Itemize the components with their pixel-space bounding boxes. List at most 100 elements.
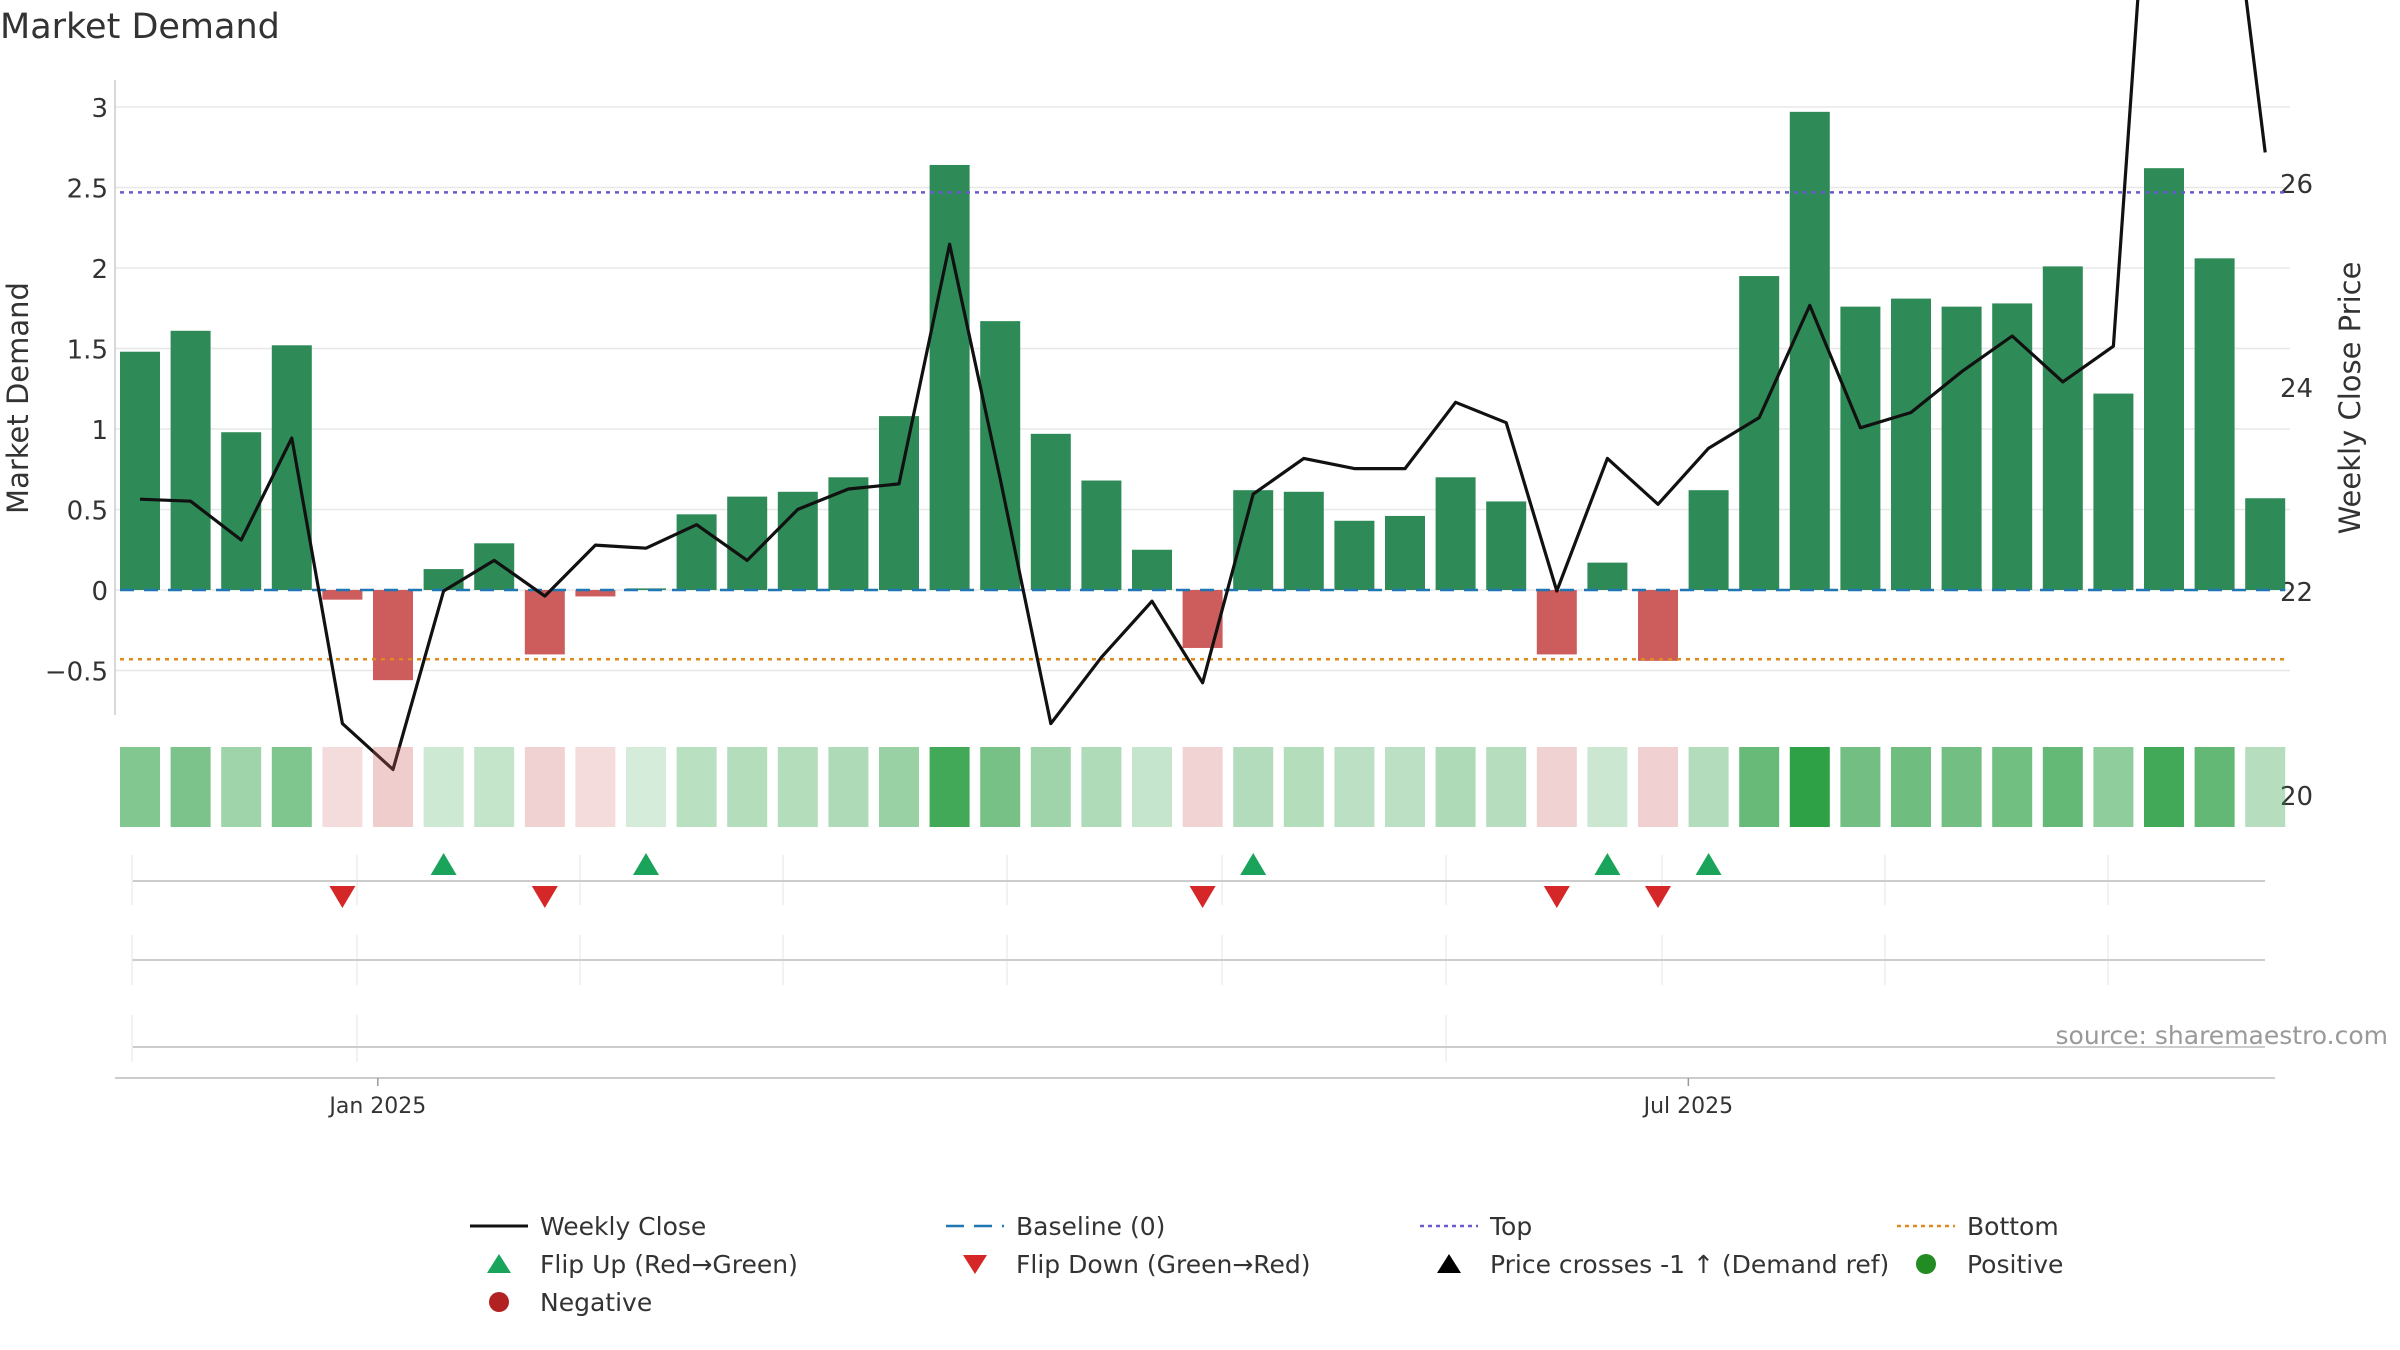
heat-cell <box>373 747 413 827</box>
demand-bar-negative <box>373 590 413 681</box>
demand-bar-positive <box>1233 490 1274 590</box>
x-tick-label: Jul 2025 <box>1642 1094 1734 1119</box>
flip-down-marker <box>1543 886 1570 908</box>
demand-bar-positive <box>1891 298 1931 590</box>
legend-label: Negative <box>540 1288 652 1317</box>
y-tick-label: 2 <box>91 255 108 285</box>
legend: Weekly Close Baseline (0) Top Bottom Flip Up… <box>470 1212 2063 1317</box>
heat-cell <box>1182 747 1223 827</box>
demand-bars <box>120 111 2286 681</box>
demand-bar-negative <box>1182 590 1223 648</box>
reference-lines <box>120 191 2286 661</box>
demand-bar-positive <box>423 569 464 590</box>
heat-cell <box>676 747 717 827</box>
demand-bar-positive <box>474 543 515 590</box>
demand-bar-positive <box>1941 306 1982 590</box>
heat-cell <box>1132 747 1172 827</box>
x-tick-label: Jan 2025 <box>327 1094 426 1119</box>
source-label: source: sharemaestro.com <box>2056 1021 2389 1050</box>
flip-up-marker <box>1594 853 1621 875</box>
demand-bar-positive <box>2093 393 2134 590</box>
demand-bar-positive <box>170 330 211 590</box>
heat-cell <box>524 747 565 827</box>
axis-ticks: −0.500.511.522.5320222426283032 <box>45 94 2313 812</box>
legend-swatch-triangle-up <box>1437 1254 1461 1273</box>
demand-bar-positive <box>2144 168 2184 590</box>
demand-bar-negative <box>524 590 565 655</box>
heat-cell <box>170 747 211 827</box>
y-tick-label: 1.5 <box>67 336 108 366</box>
demand-bar-positive <box>1132 549 1172 590</box>
heat-cell <box>1587 747 1628 827</box>
heat-cell <box>980 747 1021 827</box>
y-tick-label: 1 <box>91 416 108 446</box>
y2-tick-label: 22 <box>2280 578 2313 608</box>
heat-cell <box>271 747 312 827</box>
heat-cell <box>1840 747 1881 827</box>
demand-bar-positive <box>2245 498 2286 590</box>
y-tick-label: 0 <box>91 577 108 607</box>
y2-tick-label: 20 <box>2280 782 2313 812</box>
heat-cell <box>1941 747 1982 827</box>
heat-cell <box>929 747 970 827</box>
heat-cell <box>1435 747 1476 827</box>
heat-cell <box>1233 747 1274 827</box>
y-tick-label: 0.5 <box>67 497 108 527</box>
demand-bar-positive <box>1486 501 1527 590</box>
demand-bar-positive <box>1435 477 1476 590</box>
heat-cell <box>474 747 515 827</box>
demand-bar-positive <box>626 588 666 590</box>
demand-bar-negative <box>1638 590 1678 661</box>
flip-down-marker <box>531 886 558 908</box>
demand-bar-positive <box>777 491 818 590</box>
heat-cell <box>221 747 262 827</box>
flip-down-marker <box>1645 886 1671 908</box>
demand-bar-positive <box>879 416 919 590</box>
heat-cell <box>1789 747 1830 827</box>
demand-bar-positive <box>1992 303 2033 590</box>
legend-swatch-circle <box>489 1292 509 1312</box>
y-tick-label: 2.5 <box>67 175 108 205</box>
demand-bar-positive <box>727 496 768 590</box>
heat-cell <box>1283 747 1324 827</box>
heat-cell <box>2093 747 2134 827</box>
y-tick-label: −0.5 <box>45 658 108 688</box>
heat-cell <box>575 747 616 827</box>
heat-cell <box>879 747 919 827</box>
demand-bar-positive <box>1334 520 1375 590</box>
flip-up-marker <box>430 853 457 875</box>
x-axis: Jan 2025 Jul 2025 <box>115 1077 2275 1119</box>
weekly-close-series <box>139 0 2267 772</box>
demand-bar-positive <box>1688 490 1729 590</box>
demand-bar-positive <box>1385 515 1425 590</box>
legend-label: Baseline (0) <box>1016 1212 1165 1241</box>
heat-cell <box>777 747 818 827</box>
flip-down-marker <box>329 886 356 908</box>
demand-bar-positive <box>1081 480 1122 590</box>
legend-label: Top <box>1489 1212 1532 1241</box>
heat-cell <box>727 747 768 827</box>
heat-cell <box>1385 747 1425 827</box>
demand-bar-positive <box>2042 266 2083 590</box>
legend-label: Price crosses -1 ↑ (Demand ref) <box>1490 1250 1889 1279</box>
y-tick-label: 3 <box>91 94 108 124</box>
heat-cell <box>2245 747 2286 827</box>
demand-bar-positive <box>2194 258 2235 590</box>
demand-heat-strip <box>120 747 2286 827</box>
heat-cell <box>2144 747 2184 827</box>
legend-swatch-circle <box>1916 1254 1936 1274</box>
heat-cell <box>1486 747 1527 827</box>
flip-up-marker <box>1695 853 1722 875</box>
heat-cell <box>1688 747 1729 827</box>
demand-bar-positive <box>1587 562 1628 590</box>
heat-cell <box>1334 747 1375 827</box>
heat-cell <box>1030 747 1071 827</box>
y2-axis-label: Weekly Close Price <box>2333 262 2367 535</box>
legend-swatch-triangle-down <box>963 1255 987 1274</box>
demand-bar-positive <box>676 514 717 590</box>
legend-label: Flip Up (Red→Green) <box>540 1250 798 1279</box>
demand-bar-positive <box>1283 491 1324 590</box>
heat-cell <box>120 747 160 827</box>
demand-bar-positive <box>1840 306 1881 590</box>
